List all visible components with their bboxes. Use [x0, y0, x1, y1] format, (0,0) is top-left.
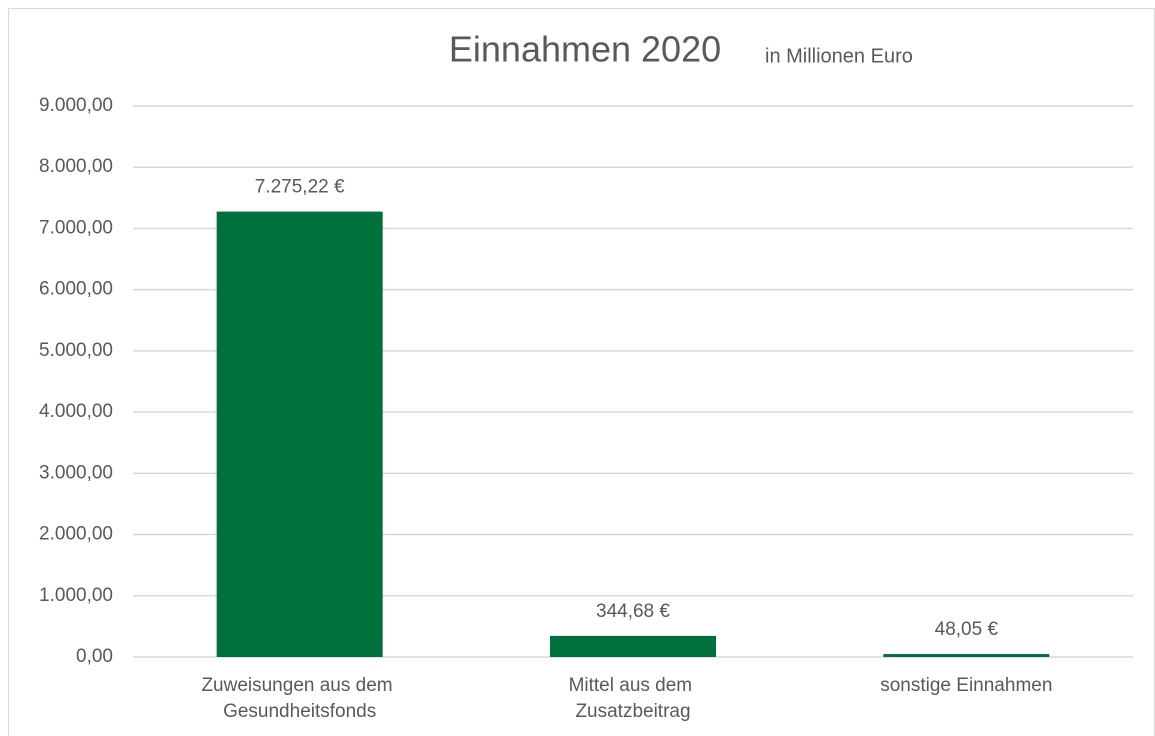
y-tick-label: 3.000,00 — [39, 462, 113, 483]
data-label: 344,68 € — [596, 601, 670, 622]
y-tick-label: 8.000,00 — [39, 156, 113, 177]
bar — [216, 211, 383, 658]
y-tick-label: 7.000,00 — [39, 217, 113, 238]
y-tick-label: 6.000,00 — [39, 279, 113, 300]
bar — [550, 635, 716, 657]
y-tick-label: 0,00 — [76, 646, 113, 667]
bar — [883, 654, 1050, 657]
chart-title: Einnahmen 2020 — [449, 29, 721, 70]
y-tick-label: 1.000,00 — [39, 585, 113, 606]
x-tick-label: Mittel aus dem Zusatzbeitrag — [569, 675, 698, 722]
chart-frame — [8, 8, 1155, 736]
x-tick-label: Zuweisungen aus dem Gesundheitsfonds — [201, 675, 397, 722]
y-tick-label: 2.000,00 — [39, 524, 113, 545]
data-label: 48,05 € — [935, 619, 999, 640]
y-tick-label: 4.000,00 — [39, 401, 113, 422]
data-label: 7.275,22 € — [255, 177, 345, 198]
chart-subtitle: in Millionen Euro — [765, 45, 913, 67]
y-tick-label: 9.000,00 — [39, 95, 113, 116]
x-tick-label: sonstige Einnahmen — [880, 675, 1052, 696]
y-tick-label: 5.000,00 — [39, 340, 113, 361]
